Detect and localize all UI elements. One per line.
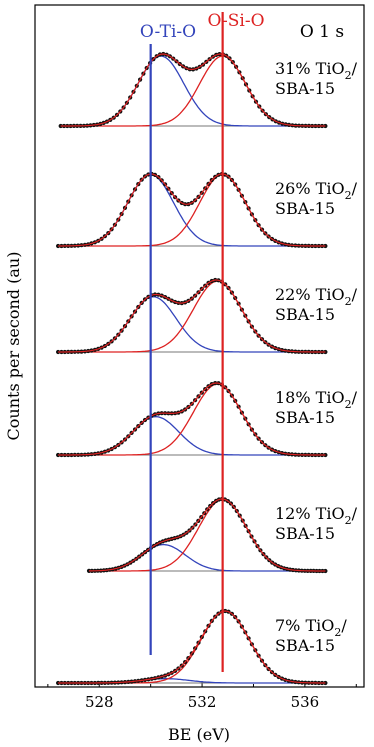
x-ticks: 528 532 536	[48, 681, 356, 711]
sample-label-main: 18% TiO	[275, 388, 345, 407]
plot-frame	[35, 5, 364, 687]
sample-label-line2: SBA-15	[275, 79, 335, 98]
spectrum-2: 22% TiO2/ SBA-15	[56, 278, 358, 354]
sample-label-main: 22% TiO	[275, 285, 345, 304]
sample-label-line2: SBA-15	[275, 408, 335, 427]
sample-label-line2: SBA-15	[275, 199, 335, 218]
ref-label-o-ti-o: O-Ti-O	[140, 22, 196, 42]
x-tick-label: 532	[188, 693, 217, 711]
chart-title: O 1 s	[300, 22, 344, 42]
spectrum-1: 26% TiO2/ SBA-15	[56, 172, 358, 248]
sample-label-slash: /	[352, 504, 358, 523]
sample-label-slash: /	[352, 388, 358, 407]
sample-label-subscript: 2	[334, 626, 341, 639]
sample-label-subscript: 2	[345, 189, 352, 202]
sample-label-subscript: 2	[345, 398, 352, 411]
sample-label-subscript: 2	[345, 69, 352, 82]
spectrum-3: 18% TiO2/ SBA-15	[56, 381, 358, 457]
ref-label-o-si-o: O-Si-O	[207, 11, 264, 31]
spectrum-5: 7% TiO2/ SBA-15	[56, 609, 347, 685]
spectrum-0: 31% TiO2/ SBA-15	[59, 52, 358, 128]
sample-label-slash: /	[352, 59, 358, 78]
sample-label-line2: SBA-15	[275, 524, 335, 543]
sample-label-main: 31% TiO	[275, 59, 345, 78]
x-tick-label: 528	[85, 693, 114, 711]
x-tick-label: 536	[291, 693, 320, 711]
sample-label-subscript: 2	[345, 514, 352, 527]
sample-label-line2: SBA-15	[275, 305, 335, 324]
sample-label-slash: /	[352, 179, 358, 198]
x-axis-label: BE (eV)	[168, 725, 230, 744]
sample-label-subscript: 2	[345, 295, 352, 308]
sample-label-line2: SBA-15	[275, 636, 335, 655]
sample-label-main: 7% TiO	[275, 616, 334, 635]
sample-label-slash: /	[352, 285, 358, 304]
sample-label-slash: /	[341, 616, 347, 635]
sample-label-main: 26% TiO	[275, 179, 345, 198]
y-axis-label: Counts per second (au)	[4, 252, 23, 441]
sample-label-main: 12% TiO	[275, 504, 345, 523]
reference-lines	[151, 12, 223, 672]
